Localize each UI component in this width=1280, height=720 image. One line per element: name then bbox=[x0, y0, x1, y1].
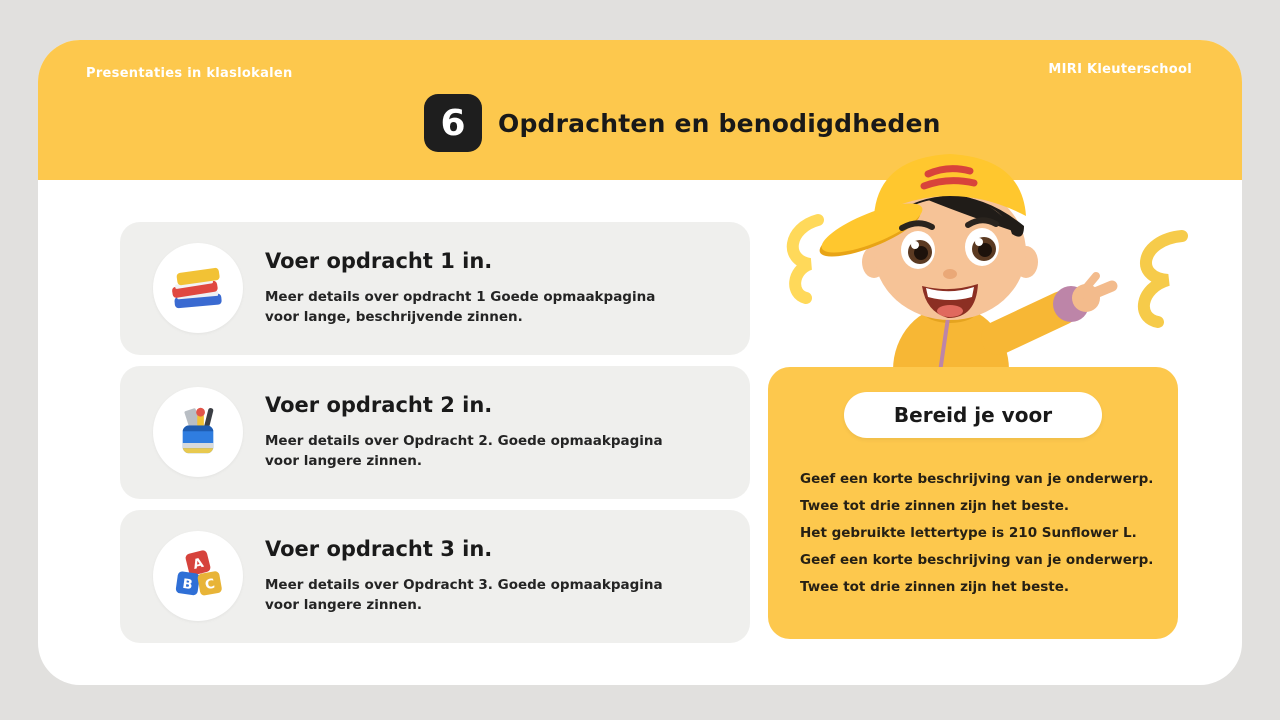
school-name: MIRI Kleuterschool bbox=[1048, 62, 1192, 77]
slide-title: Opdrachten en benodigdheden bbox=[498, 108, 941, 138]
presentation-slide: Presentaties in klaslokalen MIRI Kleuter… bbox=[38, 40, 1242, 685]
task-title: Voer opdracht 3 in. bbox=[265, 537, 493, 561]
prepare-panel-text: Geef een korte beschrijving van je onder… bbox=[800, 469, 1156, 597]
squiggle-left-icon bbox=[786, 214, 824, 304]
task-description: Meer details over Opdracht 2. Goede opma… bbox=[265, 433, 663, 469]
task-description: Meer details over Opdracht 3. Goede opma… bbox=[265, 577, 663, 613]
prepare-panel-title-pill: Bereid je voor bbox=[844, 392, 1102, 438]
mascot-boy-illustration bbox=[786, 154, 1188, 372]
panel-line: Geef een korte beschrijving van je onder… bbox=[800, 471, 1154, 487]
svg-text:A: A bbox=[192, 556, 206, 573]
panel-line: Twee tot drie zinnen zijn het beste. bbox=[800, 498, 1070, 514]
books-stack-icon bbox=[153, 243, 243, 333]
task-card-list: Voer opdracht 1 in. Meer details over op… bbox=[120, 222, 750, 643]
panel-line: Twee tot drie zinnen zijn het beste. bbox=[800, 579, 1070, 595]
presentation-name: Presentaties in klaslokalen bbox=[86, 66, 293, 81]
svg-text:B: B bbox=[181, 577, 193, 593]
task-title: Voer opdracht 2 in. bbox=[265, 393, 493, 417]
task-description: Meer details over opdracht 1 Goede opmaa… bbox=[265, 289, 656, 325]
squiggle-right-icon bbox=[1137, 230, 1188, 328]
svg-text:C: C bbox=[204, 577, 216, 593]
title-row: 6 Opdrachten en benodigdheden bbox=[424, 94, 941, 152]
task-title: Voer opdracht 1 in. bbox=[265, 249, 493, 273]
header-band bbox=[38, 40, 1242, 180]
slide-number-badge: 6 bbox=[424, 94, 482, 152]
task-card-1: Voer opdracht 1 in. Meer details over op… bbox=[120, 222, 750, 355]
prepare-panel: Bereid je voor Geef een korte beschrijvi… bbox=[768, 367, 1178, 639]
task-card-2: Voer opdracht 2 in. Meer details over Op… bbox=[120, 366, 750, 499]
abc-blocks-icon: A B C bbox=[153, 531, 243, 621]
task-card-3: A B C Voer opdracht 3 in. Meer details o… bbox=[120, 510, 750, 643]
panel-line: Het gebruikte lettertype is 210 Sunflowe… bbox=[800, 525, 1137, 541]
pencil-cup-icon bbox=[153, 387, 243, 477]
panel-line: Geef een korte beschrijving van je onder… bbox=[800, 552, 1154, 568]
